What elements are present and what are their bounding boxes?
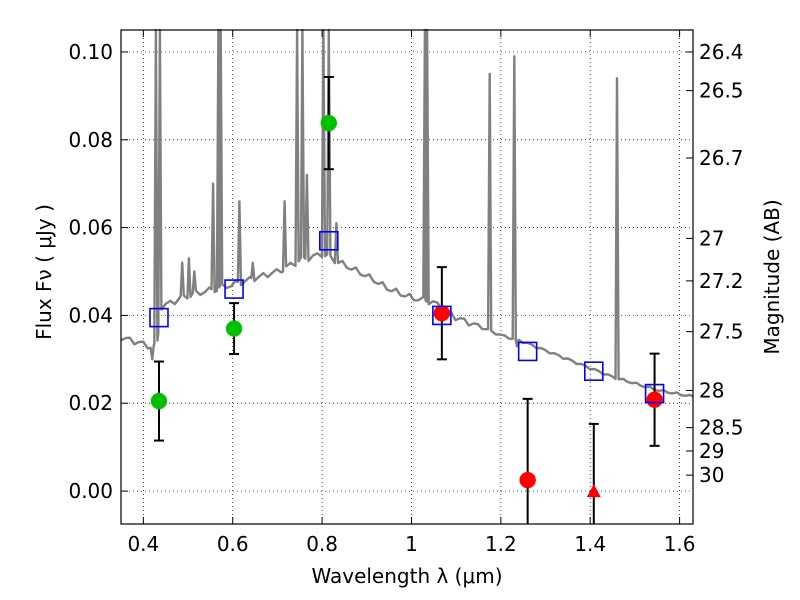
magnitude-tick-label: 28 xyxy=(699,378,724,402)
x-tick-label: 1.6 xyxy=(664,532,696,556)
model-photometry-square xyxy=(432,305,452,326)
model-photometry-square xyxy=(318,230,339,251)
x-tick-label: 0.4 xyxy=(127,532,159,556)
model-photometry-square xyxy=(224,279,244,299)
data-point-circle xyxy=(519,471,536,489)
data-point-circle xyxy=(646,391,663,408)
x-axis-label: Wavelength λ (μm) xyxy=(311,564,502,588)
y-tick-label: 0.04 xyxy=(68,303,113,327)
y-tick-label: 0.00 xyxy=(68,479,113,503)
magnitude-tick-label: 27 xyxy=(699,226,724,250)
magnitude-axis-label: Magnitude (AB) xyxy=(760,199,784,354)
magnitude-tick-label: 27.5 xyxy=(699,320,744,344)
grid-lines xyxy=(121,30,693,524)
data-markers-layer xyxy=(149,114,665,498)
data-point-triangle xyxy=(586,484,601,498)
error-bars-layer xyxy=(153,75,660,524)
magnitude-tick-label: 28.5 xyxy=(699,416,744,440)
x-tick-label: 1.2 xyxy=(485,532,517,556)
y-tick-labels: 0.00 0.02 0.04 0.06 0.08 0.10 xyxy=(68,40,113,503)
data-point-circle xyxy=(320,114,338,132)
axis-ticks xyxy=(121,30,693,524)
model-spectrum-layer xyxy=(120,28,694,398)
y-tick-label: 0.10 xyxy=(68,40,113,64)
magnitude-tick-label: 26.7 xyxy=(699,146,744,170)
x-tick-label: 0.6 xyxy=(217,532,249,556)
x-tick-labels: 0.4 0.6 0.8 1 1.2 1.4 1.6 xyxy=(127,532,695,556)
model-photometry-square xyxy=(583,361,604,381)
model-spectrum-line xyxy=(120,28,694,398)
data-point-circle xyxy=(150,392,168,410)
y-axis-label: Flux Fν ( μJy ) xyxy=(32,204,56,340)
y-tick-label: 0.06 xyxy=(68,216,113,240)
data-point-circle xyxy=(433,304,451,322)
magnitude-tick-label: 29 xyxy=(699,439,724,463)
plot-frame xyxy=(120,29,694,525)
x-tick-label: 0.8 xyxy=(306,532,338,556)
magnitude-tick-label: 30 xyxy=(699,463,724,487)
model-photometry-square xyxy=(644,383,665,404)
y-tick-label: 0.08 xyxy=(68,128,113,152)
magnitude-tick-label: 26.4 xyxy=(699,40,744,64)
data-point-circle xyxy=(225,320,243,337)
x-tick-label: 1 xyxy=(405,532,418,556)
magnitude-tick-label: 26.5 xyxy=(699,79,744,103)
x-tick-label: 1.4 xyxy=(574,532,606,556)
magnitude-tick-label: 27.2 xyxy=(699,269,744,293)
model-photometry-square xyxy=(149,307,169,328)
model-photometry-square xyxy=(517,341,538,362)
y-tick-label: 0.02 xyxy=(68,391,113,415)
